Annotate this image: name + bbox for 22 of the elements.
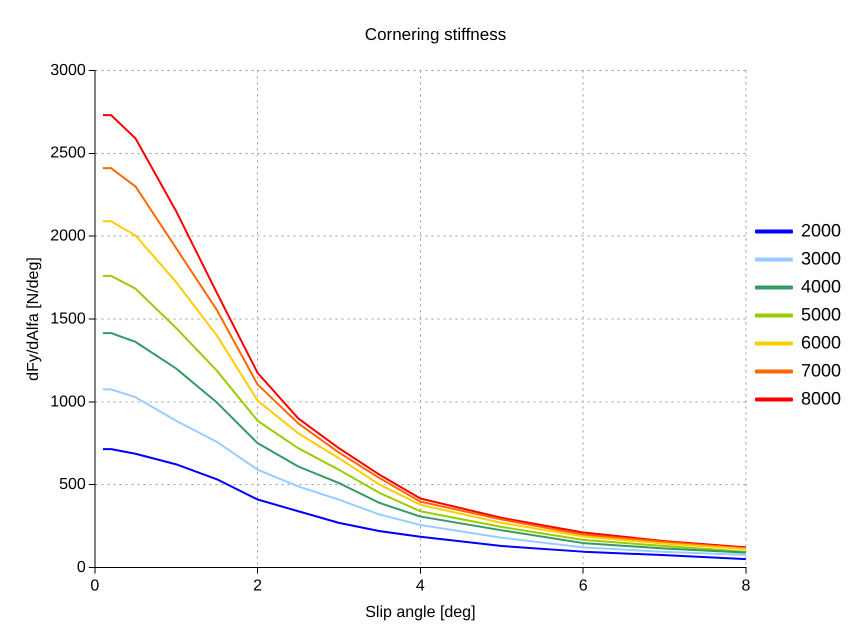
- y-tick-label: 0: [76, 559, 86, 576]
- y-tick-label: 3000: [50, 62, 86, 79]
- legend-label: 4000: [800, 276, 842, 296]
- y-tick-label: 1000: [50, 393, 86, 410]
- x-tick-label: 8: [742, 578, 751, 595]
- x-tick-label: 2: [253, 578, 262, 595]
- y-tick-label: 2000: [50, 228, 86, 245]
- legend-label: 6000: [800, 332, 842, 352]
- x-axis-title: Slip angle [deg]: [365, 604, 476, 621]
- legend-label: 7000: [800, 360, 842, 380]
- y-tick-label: 1500: [50, 310, 86, 328]
- x-tick-label: 4: [416, 578, 425, 595]
- chart-title: Cornering stiffness: [364, 24, 506, 44]
- legend-label: 8000: [800, 388, 842, 408]
- legend-label: 3000: [800, 248, 842, 268]
- legend-label: 2000: [800, 220, 842, 240]
- y-tick-label: 500: [59, 476, 86, 494]
- y-axis-title: dFy/dAlfa [N/deg]: [25, 257, 42, 381]
- x-tick-label: 0: [90, 578, 100, 595]
- x-tick-label: 6: [578, 578, 588, 595]
- legend-label: 5000: [800, 304, 842, 324]
- y-tick-label: 2500: [50, 144, 86, 162]
